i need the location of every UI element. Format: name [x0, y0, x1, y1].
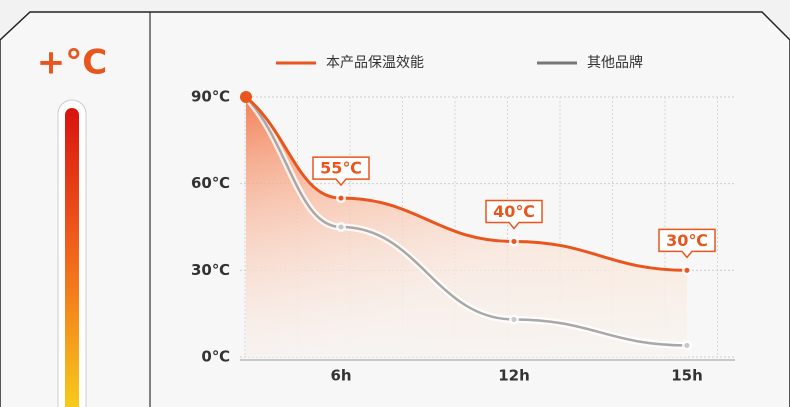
y-tick-label: 60℃	[191, 174, 230, 192]
value-label: 40℃	[493, 202, 535, 221]
point-core	[338, 195, 344, 201]
point-core	[684, 342, 690, 348]
temp-icon: +°C	[37, 43, 107, 83]
x-tick-label: 6h	[330, 367, 351, 385]
point-core	[511, 316, 517, 322]
x-tick-label: 12h	[498, 367, 530, 385]
value-label-box	[658, 228, 716, 259]
value-label-box	[485, 199, 543, 230]
y-tick-label: 0℃	[201, 348, 230, 366]
point-core	[338, 224, 344, 230]
value-label: 55℃	[320, 159, 362, 178]
x-tick-label: 15h	[671, 367, 703, 385]
thermometer-fill	[65, 108, 79, 407]
line	[245, 96, 688, 347]
value-label: 30℃	[666, 231, 708, 250]
legend-label: 其他品牌	[587, 54, 643, 71]
area-fade	[246, 97, 687, 357]
point-core	[511, 238, 517, 244]
line	[245, 95, 688, 272]
legend-label: 本产品保温效能	[326, 55, 424, 71]
value-label-box	[312, 156, 370, 187]
y-tick-label: 30℃	[191, 261, 230, 279]
y-tick-label: 90℃	[191, 88, 230, 106]
point	[240, 91, 252, 103]
point-core	[684, 267, 690, 273]
